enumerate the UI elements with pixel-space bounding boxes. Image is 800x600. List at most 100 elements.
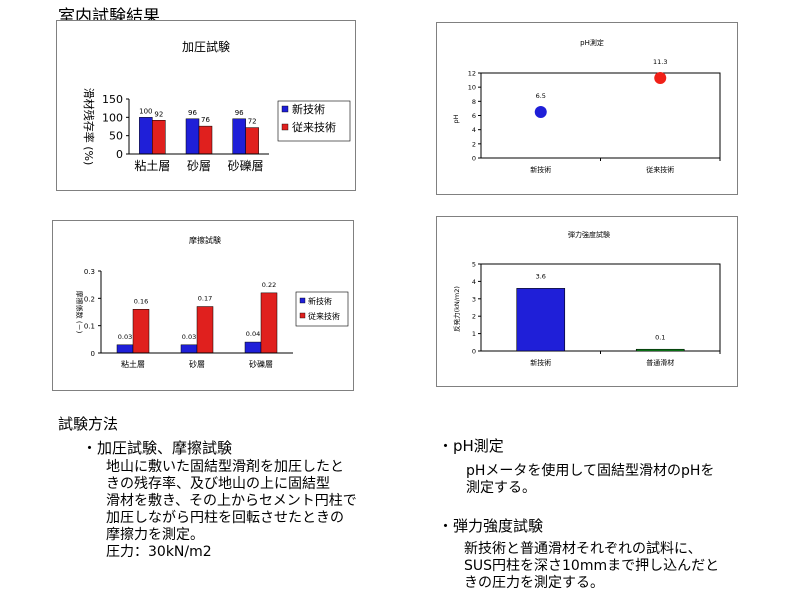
method-heading: 試験方法 [58, 416, 118, 434]
bar [180, 344, 198, 354]
bar [132, 309, 150, 354]
elastic-method: ・弾力強度試験 新技術と普通滑材それぞれの試料に、 SUS円柱を深さ10mmまで… [438, 518, 719, 592]
y-tick-label: 0.1 [84, 323, 95, 331]
bar [185, 118, 200, 155]
data-label: 72 [248, 118, 257, 126]
data-point [534, 105, 547, 118]
method-heading-text: 試験方法 [58, 415, 119, 433]
data-label: 100 [139, 107, 152, 115]
y-tick-label: 10 [468, 84, 476, 92]
bar [516, 288, 566, 352]
x-tick-label: 従来技術 [646, 165, 674, 174]
y-tick-label: 100 [102, 111, 123, 124]
legend-swatch [299, 297, 306, 304]
data-label: 0.03 [118, 333, 132, 341]
y-tick-label: 5 [472, 261, 476, 269]
ph-method-line: pHメータを使用して固結型滑材のpHを [466, 463, 715, 479]
y-tick-label: 50 [109, 130, 123, 143]
x-tick-label: 砂層 [187, 159, 211, 173]
legend-label: 従来技術 [292, 121, 336, 134]
chart-title: 摩擦試験 [189, 235, 221, 245]
y-tick-label: 2 [472, 140, 476, 148]
y-axis-label: 滑材残存率 (%) [82, 88, 96, 166]
bar [245, 127, 259, 155]
pressure-method: ・加圧試験、摩擦試験 地山に敷いた固結型滑剤を加圧したと きの残存率、及び地山の… [82, 440, 357, 561]
y-tick-label: 0 [116, 148, 123, 161]
pressure-method-body: 地山に敷いた固結型滑剤を加圧したと きの残存率、及び地山の上に固結型 滑材を敷き… [82, 459, 357, 561]
y-tick-label: 12 [468, 70, 476, 78]
y-tick-label: 150 [102, 93, 123, 106]
bar [152, 120, 166, 155]
legend-label: 新技術 [308, 296, 332, 306]
x-tick-label: 砂層 [189, 359, 205, 369]
data-label: 0.16 [134, 297, 148, 305]
pressure-test-chart-panel: 加圧試験 0 50 100 150 滑材残存率 (%) 100 92 粘土層 96 76 砂層 96 72… [56, 20, 356, 191]
chart-title: 加圧試験 [182, 39, 230, 54]
y-tick-label: 1 [472, 330, 476, 338]
bar [635, 348, 685, 352]
bar [198, 125, 213, 155]
bar [196, 306, 214, 354]
y-tick-label: 0 [472, 155, 476, 163]
y-tick-label: 0.3 [84, 268, 95, 276]
bar [260, 292, 278, 354]
bar [116, 344, 134, 354]
legend-swatch [299, 312, 306, 319]
x-tick-label: 砂礫層 [249, 359, 273, 369]
y-tick-label: 6 [472, 112, 476, 120]
x-tick-label: 粘土層 [134, 158, 170, 173]
pressure-method-line: 地山に敷いた固結型滑剤を加圧したと [106, 459, 344, 475]
chart-title: 弾力強度試験 [568, 230, 610, 239]
bar [139, 117, 153, 155]
y-axis-label: 摩擦係数 (－) [75, 291, 84, 334]
pressure-method-line: 摩擦力を測定。 [106, 527, 204, 543]
ph-method-body: pHメータを使用して固結型滑材のpHを 測定する。 [438, 463, 714, 497]
legend-swatch [281, 123, 289, 131]
data-label: 11.3 [653, 58, 667, 66]
plot-area [480, 72, 721, 159]
bar [244, 341, 262, 354]
data-label: 92 [154, 110, 163, 118]
legend-box [277, 100, 351, 142]
legend-label: 新技術 [292, 102, 325, 116]
data-label: 0.1 [655, 333, 665, 341]
elastic-method-line: 新技術と普通滑材それぞれの試料に、 [464, 541, 702, 557]
y-axis-label: pH [452, 114, 460, 123]
pressure-method-line: 滑材を敷き、その上からセメント円柱で [106, 493, 357, 509]
data-label: 0.17 [198, 295, 212, 303]
legend-swatch [281, 105, 289, 113]
pressure-method-line: 加圧しながら円柱を回転させたときの [106, 510, 344, 526]
y-tick-label: 3 [472, 295, 476, 303]
friction-test-chart-panel: 摩擦試験 0 0.1 0.2 0.3 摩擦係数 (－) 0.03 0.16 粘土層 0.03 0.1… [52, 220, 354, 391]
ph-method-line: 測定する。 [466, 480, 536, 496]
elastic-method-body: 新技術と普通滑材それぞれの試料に、 SUS円柱を深さ10mmまで押し込んだと き… [438, 541, 719, 592]
pressure-method-title: ・加圧試験、摩擦試験 [82, 439, 233, 457]
ph-chart: pH測定 0 2 4 6 8 10 12 pH 6.5 新技術 11.3 従来技術 [452, 38, 721, 174]
elastic-test-chart: 弾力強度試験 0 1 2 3 4 5 反発力(kN/m2) 3.6 新技術 0.1 普通滑材 [452, 230, 721, 367]
data-point [654, 71, 667, 84]
y-axis-label: 反発力(kN/m2) [452, 286, 461, 332]
ph-method: ・pH測定 pHメータを使用して固結型滑材のpHを 測定する。 [438, 438, 714, 497]
y-tick-label: 0 [472, 348, 476, 356]
legend-box [295, 291, 349, 327]
data-label: 0.04 [246, 330, 260, 338]
data-label: 3.6 [536, 272, 546, 280]
legend-label: 従来技術 [308, 311, 340, 321]
ph-method-title: ・pH測定 [438, 437, 504, 455]
y-tick-label: 0.2 [84, 295, 95, 303]
x-tick-label: 新技術 [530, 165, 551, 174]
y-tick-label: 4 [472, 278, 476, 286]
y-tick-label: 0 [91, 350, 95, 358]
y-tick-label: 4 [472, 126, 476, 134]
x-tick-label: 砂礫層 [228, 158, 264, 173]
bar [232, 118, 246, 155]
data-label: 0.22 [262, 281, 276, 289]
pressure-method-line: きの残存率、及び地山の上に固結型 [106, 476, 330, 492]
y-tick-label: 8 [472, 98, 476, 106]
elastic-method-title: ・弾力強度試験 [438, 517, 544, 535]
data-label: 96 [188, 109, 197, 117]
data-label: 76 [201, 116, 210, 124]
elastic-method-line: SUS円柱を深さ10mmまで押し込んだと [464, 558, 720, 574]
friction-test-chart: 摩擦試験 0 0.1 0.2 0.3 摩擦係数 (－) 0.03 0.16 粘土層 0.03 0.1… [75, 235, 349, 369]
